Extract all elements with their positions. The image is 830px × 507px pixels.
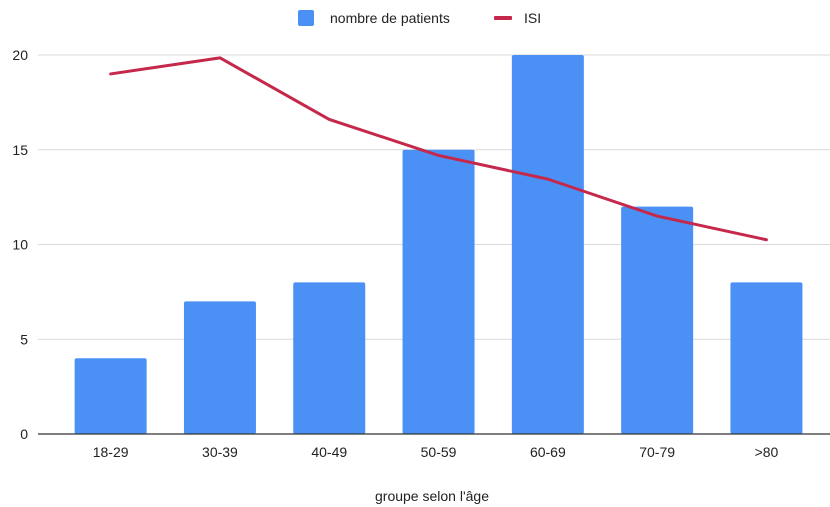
bar: [621, 206, 694, 434]
y-tick-label: 10: [12, 237, 28, 253]
y-tick-label: 5: [20, 331, 28, 347]
line-series: [109, 56, 768, 242]
x-tick-label: 70-79: [639, 444, 675, 460]
x-tick-label: 30-39: [202, 444, 238, 460]
x-tick-label: 50-59: [421, 444, 457, 460]
legend-swatch-bar: [298, 10, 314, 26]
bar: [74, 358, 147, 434]
x-tick-label: >80: [755, 444, 779, 460]
legend-label-line: ISI: [524, 10, 541, 26]
x-axis-title: groupe selon l'âge: [375, 488, 489, 504]
y-tick-label: 20: [12, 47, 28, 63]
x-tick-label: 40-49: [311, 444, 347, 460]
bar: [183, 301, 256, 434]
bar-series: [74, 55, 803, 434]
x-axis-ticks: 18-29 30-39 40-49 50-59 60-69 70-79 >80: [93, 444, 779, 460]
x-tick-label: 60-69: [530, 444, 566, 460]
legend-label-bar: nombre de patients: [330, 10, 450, 26]
x-tick-label: 18-29: [93, 444, 129, 460]
y-tick-label: 15: [12, 142, 28, 158]
y-tick-label: 0: [20, 426, 28, 442]
bar: [511, 55, 584, 434]
bar: [402, 149, 475, 434]
y-axis-ticks: 0 5 10 15 20: [12, 47, 28, 442]
bar: [730, 282, 803, 434]
bar: [293, 282, 366, 434]
legend-swatch-line: [494, 16, 512, 20]
legend: nombre de patients ISI: [298, 10, 541, 26]
